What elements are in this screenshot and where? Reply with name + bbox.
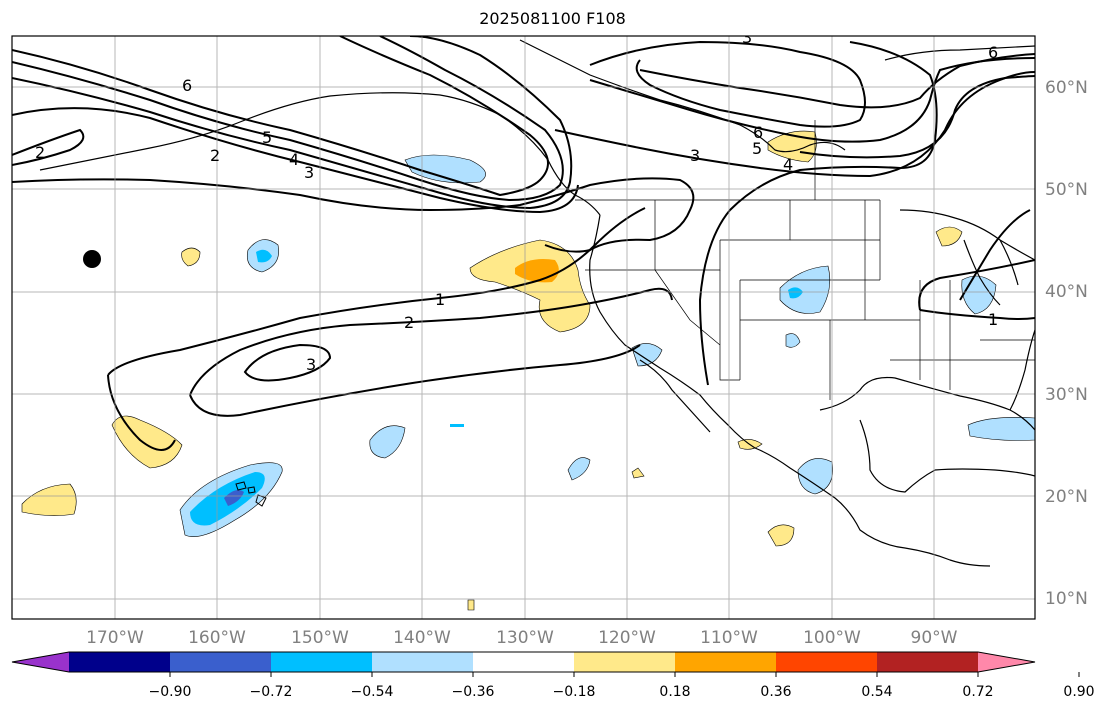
- negative-anomaly-region: [567, 457, 591, 481]
- longitude-labels: 170°W 160°W 150°W 140°W 130°W 120°W 110°…: [86, 628, 958, 648]
- negative-anomaly-region: [967, 417, 1035, 441]
- positive-anomaly-region: [181, 247, 201, 267]
- positive-anomaly-region: [767, 524, 795, 547]
- colorbar-tick-label: −0.36: [452, 684, 495, 700]
- negative-anomaly-region: [369, 425, 406, 459]
- lat-label: 40°N: [1045, 282, 1088, 302]
- lon-label: 110°W: [700, 628, 758, 648]
- colorbar-segment: [675, 652, 777, 672]
- contour-line: [12, 128, 85, 166]
- colorbar-tick-label: 0.36: [760, 684, 791, 700]
- contour-line: [589, 57, 1035, 143]
- colorbar-tick-label: −0.18: [553, 684, 596, 700]
- lat-label: 30°N: [1045, 385, 1088, 405]
- contour-line: [243, 343, 332, 382]
- colorbar-segment: [877, 652, 979, 672]
- colorbar-segment: [170, 652, 272, 672]
- positive-anomaly-region: [935, 226, 963, 247]
- lon-label: 160°W: [188, 628, 246, 648]
- lon-label: 170°W: [86, 628, 144, 648]
- negative-anomaly-region: [256, 249, 272, 263]
- contour-line: [554, 71, 1035, 178]
- contour-label: 6: [182, 76, 192, 95]
- lon-label: 150°W: [291, 628, 349, 648]
- contour-line: [799, 75, 1035, 159]
- contour-label: 3: [304, 163, 314, 182]
- contour-line: [639, 53, 1035, 109]
- colorbar-extend-high: [978, 652, 1035, 672]
- station-marker: [83, 250, 101, 268]
- graticule: [12, 36, 1035, 619]
- colorbar-outline: [11, 651, 1036, 673]
- lat-label: 20°N: [1045, 487, 1088, 507]
- colorbar: −0.90 −0.72 −0.54 −0.36 −0.18 0.18 0.36 0.54 0.7…: [11, 651, 1095, 700]
- lon-label: 140°W: [393, 628, 451, 648]
- contour-label: 6: [988, 43, 998, 62]
- map-border: [11, 35, 1036, 620]
- contour-label: 1: [988, 310, 998, 329]
- islands: [235, 481, 267, 507]
- lon-label: 90°W: [911, 628, 958, 648]
- anomaly-fills: [21, 130, 1035, 611]
- contour-line: [12, 36, 573, 210]
- latitude-labels: 60°N 50°N 40°N 30°N 20°N 10°N: [1045, 78, 1088, 609]
- contour-line: [12, 177, 695, 253]
- contour-line: [919, 309, 1035, 320]
- contour-label: 4: [783, 155, 793, 174]
- lat-label: 60°N: [1045, 78, 1088, 98]
- lon-label: 120°W: [598, 628, 656, 648]
- colorbar-segment: [372, 652, 474, 672]
- lat-label: 10°N: [1045, 589, 1088, 609]
- colorbar-tick-label: −0.54: [351, 684, 394, 700]
- contour-line: [589, 40, 866, 128]
- contour-line: [189, 344, 641, 417]
- negative-anomaly-region: [785, 333, 801, 348]
- colorbar-segment: [69, 652, 171, 672]
- negative-anomaly-region: [631, 343, 663, 367]
- contour-label: 3: [690, 146, 700, 165]
- lon-label: 100°W: [803, 628, 861, 648]
- contour-line: [918, 259, 1035, 311]
- map-title: 2025081100 F108: [479, 9, 626, 28]
- positive-anomaly-region: [21, 483, 77, 516]
- contour-labels: 6 5 4 3 2 2 1 2 3 3 6 5 4 3 6 1: [35, 28, 998, 374]
- contour-label: 3: [306, 355, 316, 374]
- contour-label: 3: [742, 28, 752, 47]
- contour-line: [959, 209, 1031, 301]
- colorbar-segment: [473, 652, 575, 672]
- negative-anomaly-region: [797, 458, 833, 495]
- colorbar-tick-label: 0.90: [1063, 684, 1094, 700]
- colorbar-tick-label: 0.18: [659, 684, 690, 700]
- contour-line: [12, 36, 549, 197]
- contour-label: 2: [35, 143, 45, 162]
- lat-label: 50°N: [1045, 180, 1088, 200]
- negative-anomaly-region: [450, 424, 464, 427]
- contour-label: 6: [753, 123, 763, 142]
- colorbar-tick-label: −0.90: [149, 684, 192, 700]
- contour-label: 5: [752, 139, 762, 158]
- political-borders: [575, 120, 1035, 400]
- contour-label: 2: [210, 146, 220, 165]
- negative-anomaly-region: [224, 490, 244, 506]
- colorbar-tick-label: 0.72: [962, 684, 993, 700]
- colorbar-tick-label: 0.54: [861, 684, 892, 700]
- contour-label: 5: [262, 128, 272, 147]
- colorbar-tick-label: −0.72: [250, 684, 293, 700]
- contour-label: 2: [404, 313, 414, 332]
- negative-anomaly-region: [404, 154, 486, 184]
- colorbar-segment: [776, 652, 878, 672]
- positive-anomaly-region: [631, 467, 645, 479]
- colorbar-extend-low: [12, 652, 69, 672]
- negative-anomaly-region: [788, 287, 803, 299]
- colorbar-segment: [574, 652, 676, 672]
- contour-label: 4: [289, 150, 299, 169]
- contour-line: [12, 107, 579, 214]
- lon-label: 130°W: [496, 628, 554, 648]
- contour-line: [12, 36, 564, 202]
- positive-anomaly-region: [467, 599, 475, 611]
- contour-label: 1: [435, 290, 445, 309]
- colorbar-segment: [271, 652, 373, 672]
